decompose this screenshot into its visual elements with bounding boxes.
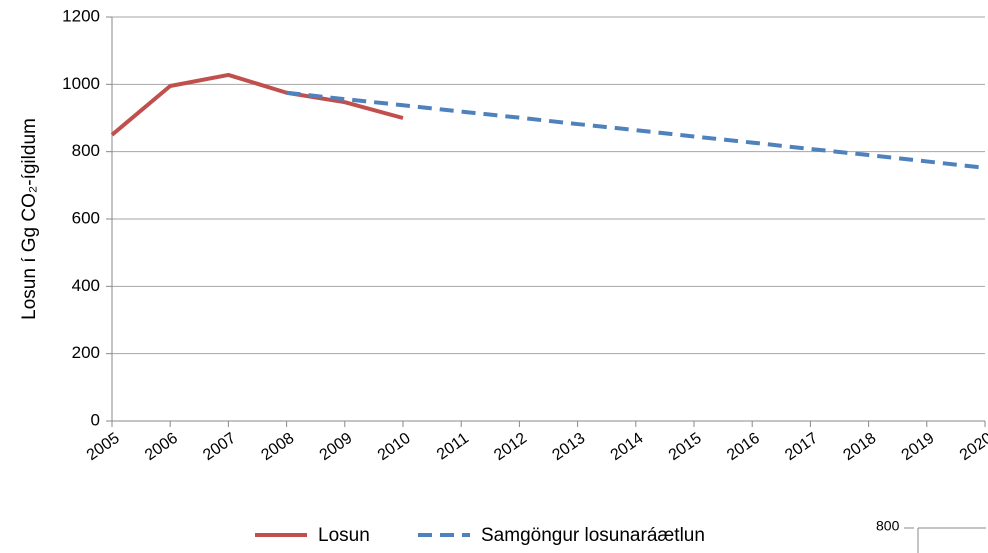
x-tick-label: 2011 xyxy=(434,430,472,464)
x-tick-label: 2010 xyxy=(375,430,414,464)
x-tick-label: 2009 xyxy=(317,430,356,464)
annotation: 800 xyxy=(876,518,900,534)
x-tick-label: 2005 xyxy=(84,430,123,464)
y-axis-label: Losun í Gg CO₂-ígildum xyxy=(19,118,40,320)
y-tick-label: 400 xyxy=(72,276,100,295)
x-tick-label: 2008 xyxy=(258,430,297,464)
x-tick-label: 2007 xyxy=(200,430,239,464)
x-tick-label: 2019 xyxy=(899,430,938,464)
series-line xyxy=(286,90,986,170)
x-tick-label: 2014 xyxy=(608,430,647,464)
x-tick-label: 2016 xyxy=(724,430,763,464)
x-tick-label: 2018 xyxy=(840,430,879,464)
legend-label: Losun xyxy=(318,525,370,546)
x-tick-label: 2013 xyxy=(549,430,588,464)
x-tick-label: 2017 xyxy=(782,430,821,464)
y-tick-label: 1000 xyxy=(62,74,100,93)
x-tick-label: 2015 xyxy=(666,430,705,464)
x-tick-label: 2020 xyxy=(957,430,988,464)
legend-label: Samgöngur losunaráætlun xyxy=(481,525,705,546)
y-tick-label: 0 xyxy=(91,410,100,429)
series-line xyxy=(110,72,404,137)
y-tick-label: 1200 xyxy=(62,6,100,25)
x-tick-label: 2012 xyxy=(491,430,530,464)
y-tick-label: 800 xyxy=(72,141,100,160)
y-tick-label: 600 xyxy=(72,208,100,227)
y-tick-label: 200 xyxy=(72,343,100,362)
x-tick-label: 2006 xyxy=(142,430,181,464)
